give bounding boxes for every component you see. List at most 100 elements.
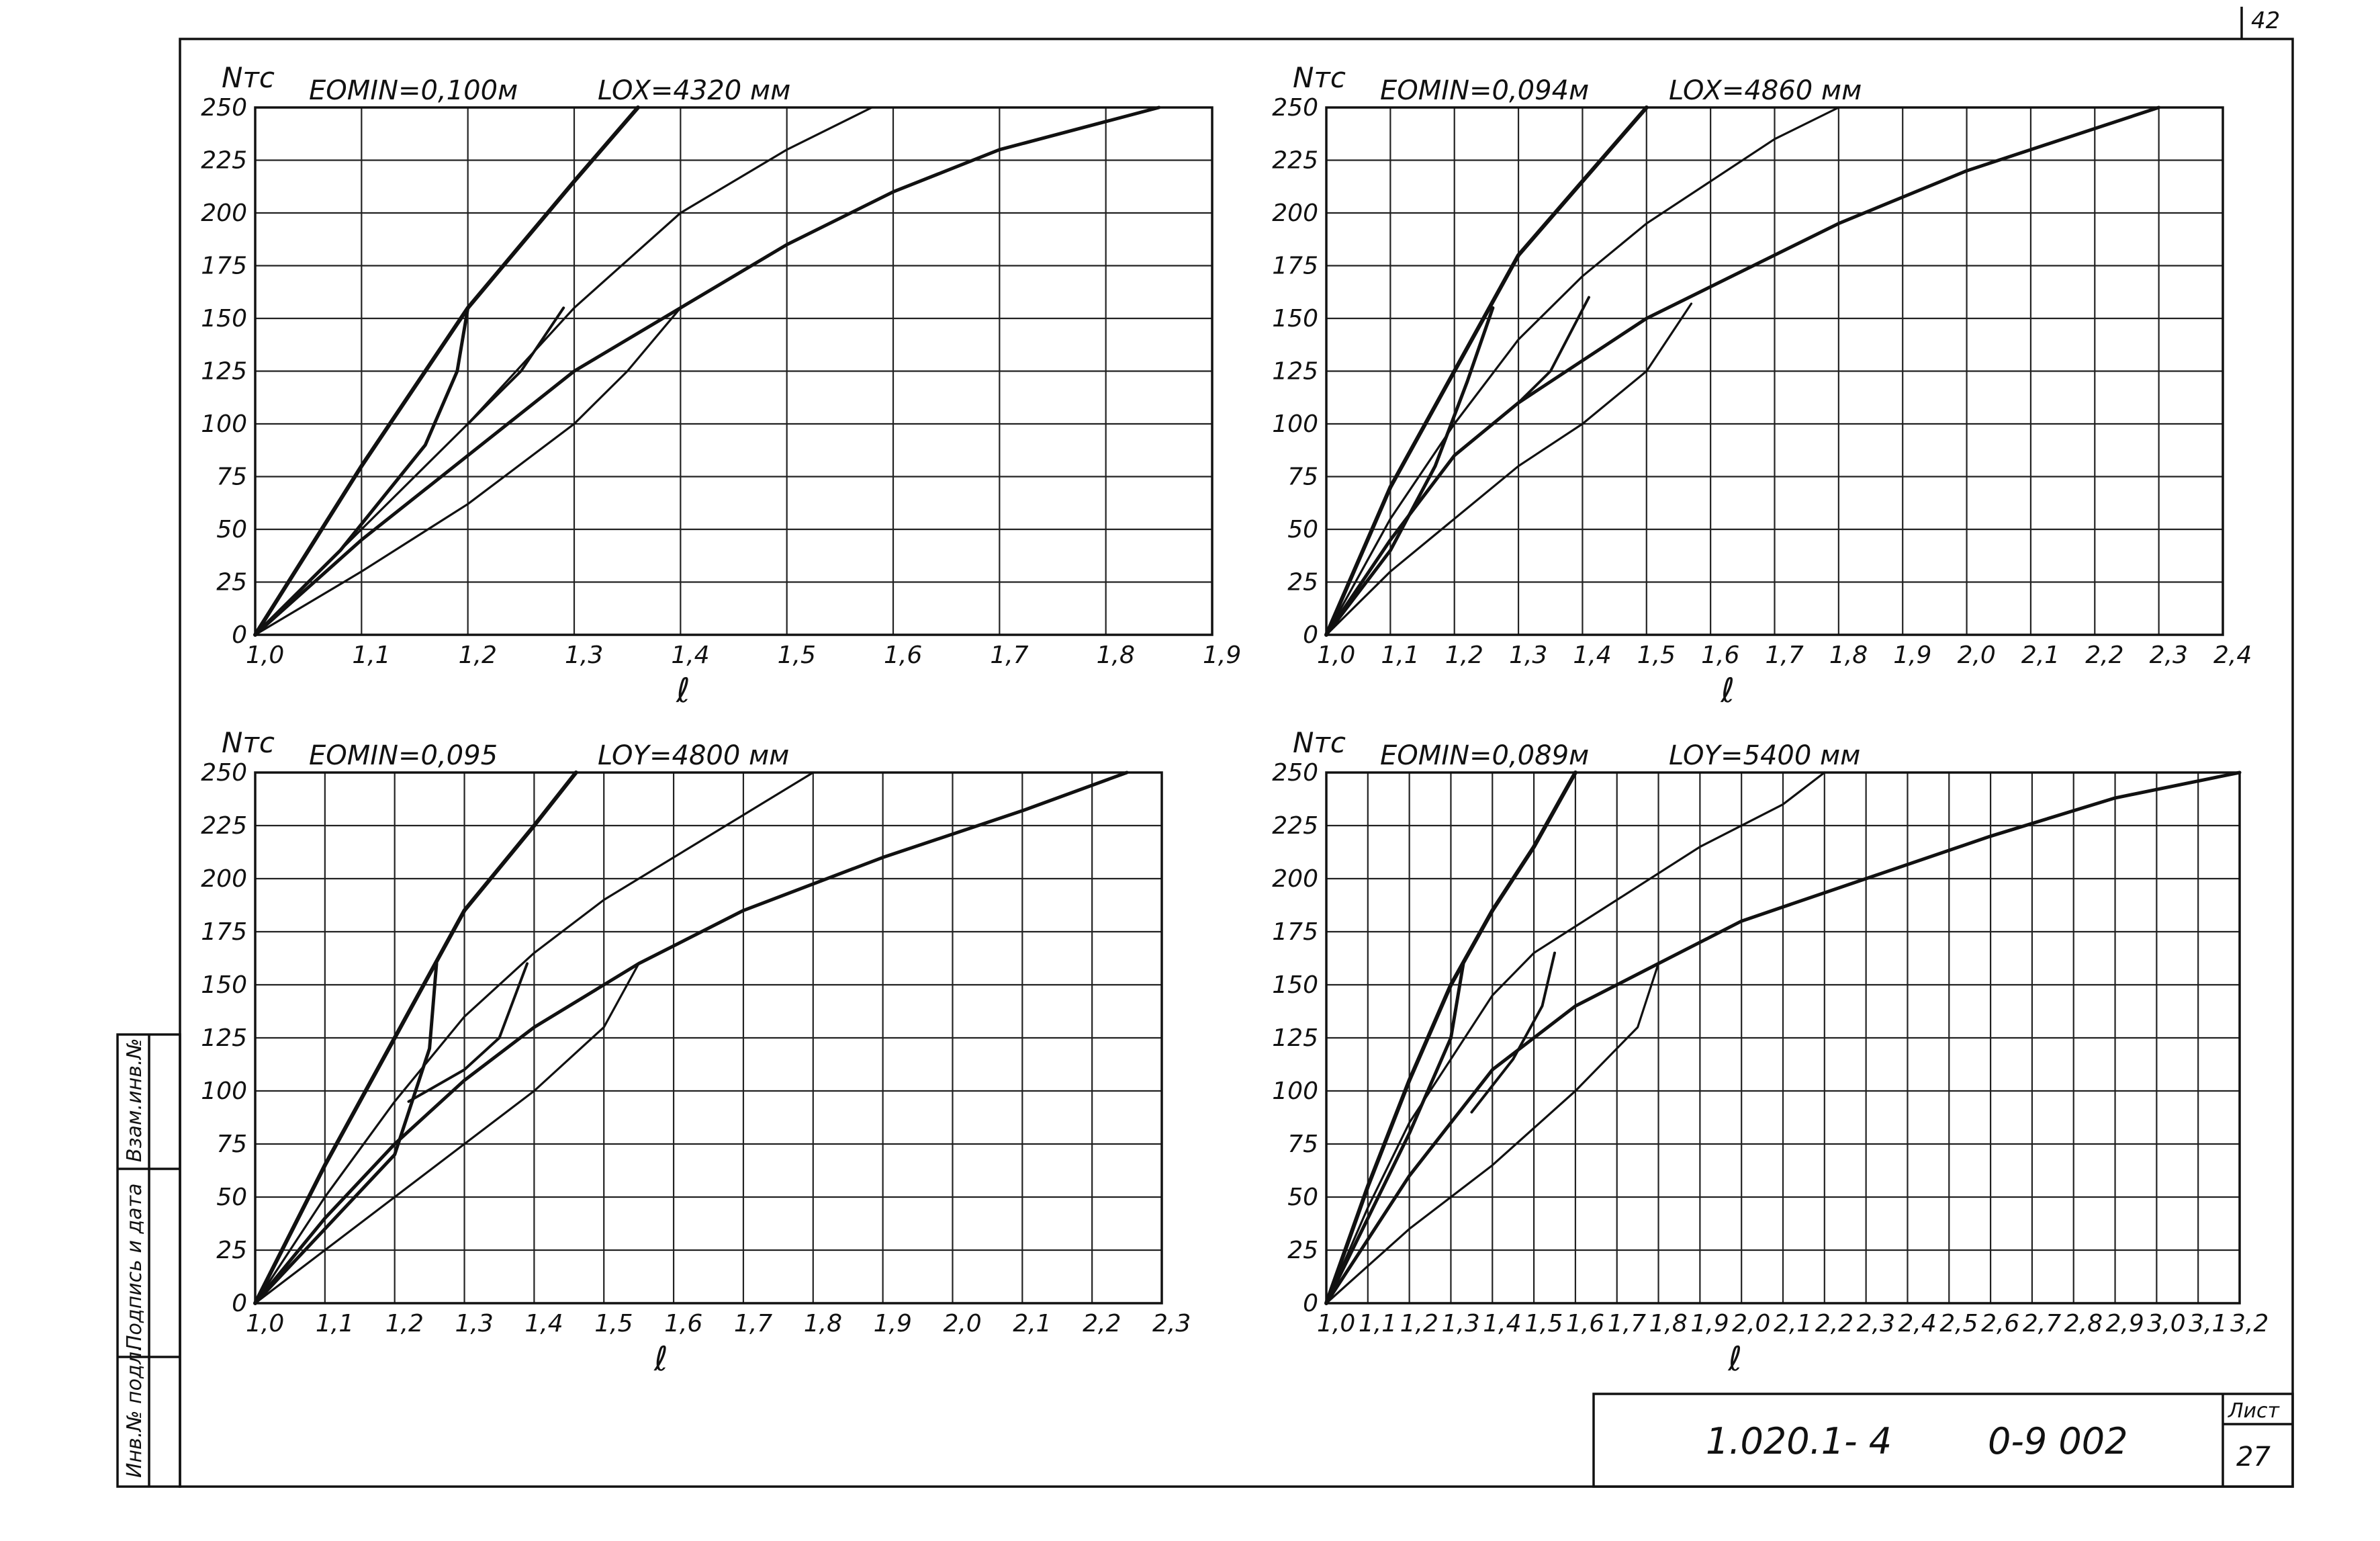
x-tick-label: 2,3 [2150,642,2188,669]
chart-tl: 1,0 1,1 1,2 1,3 1,4 1,5 1,6 1,7 1,8 1,9 0 25 50 75 100… [201,61,1241,710]
x-tick-label: 1,6 [1701,642,1739,669]
y-tick-label: 125 [201,358,247,386]
y-tick-label: 0 [1303,621,1318,649]
y-tick-label: 50 [216,1184,247,1211]
y-tick-label: 225 [201,812,247,840]
x-tick-label: 1,4 [671,642,709,669]
y-tick-label: 200 [201,865,247,893]
chart-br: 1,0 1,1 1,2 1,3 1,4 1,5 1,6 1,7 1,8 1,9 2,0 2,1 2,2 2… [1272,726,2269,1378]
title-sheet-label: Лист [2228,1399,2281,1423]
x-tick-label: 2,0 [943,1310,981,1337]
y-tick-label: 175 [1272,253,1318,280]
margin-label-inv: Инв.№ подл. [123,1346,146,1478]
series-line-1 [253,770,578,1305]
y-tick-label: 150 [1272,305,1318,333]
x-tick-label: 2,1 [1013,1310,1051,1337]
x-tick-label: 2,8 [2064,1310,2103,1337]
x-tick-label: 1,2 [1400,1310,1438,1337]
header-right-label: LOY=4800 мм [598,740,789,771]
x-tick-label: 1,4 [1483,1310,1521,1337]
x-tick-label: 1,5 [778,642,816,669]
x-tick-label: 1,0 [246,1310,284,1337]
y-tick-label: 50 [1287,516,1318,543]
x-tick-label: 1,2 [1445,642,1483,669]
series-line-1 [253,105,640,637]
x-tick-label: 1,0 [1317,642,1355,669]
x-tick-label: 1,4 [1573,642,1611,669]
y-tick-label: 150 [201,971,247,999]
series-line-5 [253,306,470,637]
x-tick-label: 1,6 [664,1310,702,1337]
y-tick-label: 250 [1272,94,1318,122]
y-tick-label: 25 [1287,569,1318,597]
x-tick-label: 1,9 [1203,642,1241,669]
series-line-2 [1325,106,1840,636]
x-tick-label: 1,5 [1637,642,1676,669]
y-tick-label: 125 [1272,358,1318,386]
x-tick-label: 2,3 [1857,1310,1895,1337]
series-line-2 [254,106,873,636]
x-tick-label: 1,9 [1690,1310,1729,1337]
x-tick-label: 1,3 [1441,1310,1479,1337]
y-tick-label: 75 [216,1131,247,1158]
x-tick-label: 1,1 [316,1310,354,1337]
x-tick-label: 2,2 [2085,642,2123,669]
x-axis-label: ℓ [653,1339,668,1378]
x-tick-label: 2,2 [1815,1310,1853,1337]
margin-strip: Инв.№ подл. Подпись и дата Взам.инв.№ [116,1033,181,1488]
y-unit-label: Nтс [1293,61,1346,94]
header-left-label: EOMIN=0,094м [1380,75,1589,106]
y-tick-label: 0 [1303,1290,1318,1317]
x-tick-label: 1,0 [246,642,284,669]
y-tick-label: 225 [201,147,247,175]
y-tick-label: 250 [1272,759,1318,787]
header-left-label: EOMIN=0,100м [309,75,518,106]
x-tick-label: 2,6 [1981,1310,2019,1337]
title-block: 1.020.1- 4 0-9 002 Лист 27 [1592,1393,2294,1488]
series-line-2 [1325,771,1826,1305]
y-tick-label: 250 [201,759,247,787]
y-tick-label: 75 [1287,464,1318,491]
header-right-label: LOX=4320 мм [598,75,790,106]
y-tick-label: 100 [201,410,247,438]
x-tick-label: 1,3 [455,1310,494,1337]
y-tick-label: 150 [201,305,247,333]
y-tick-label: 125 [1272,1024,1318,1052]
x-tick-label: 3,0 [2147,1310,2185,1337]
title-sheet-number: 27 [2236,1442,2271,1472]
x-tick-label: 1,6 [1566,1310,1604,1337]
series-line-2 [254,771,815,1305]
x-axis-label: ℓ [676,671,690,710]
y-unit-label: Nтс [222,61,275,94]
chart-tr-grid [1325,106,2224,636]
series-line-5 [1324,961,1465,1305]
x-tick-label: 2,0 [1958,642,1996,669]
chart-tl-plot-border [254,106,1214,636]
x-tick-label: 2,9 [2106,1310,2144,1337]
margin-label-vzam: Взам.инв.№ [123,1038,146,1162]
y-tick-label: 225 [1272,812,1318,840]
x-tick-label: 2,2 [1083,1310,1121,1337]
y-tick-label: 125 [201,1024,247,1052]
header-right-label: LOY=5400 мм [1669,740,1860,771]
y-unit-label: Nтс [1293,726,1346,759]
y-tick-label: 200 [201,200,247,227]
x-tick-label: 2,1 [1774,1310,1812,1337]
x-tick-label: 1,8 [1097,642,1135,669]
y-tick-label: 25 [216,1237,247,1264]
chart-br-grid [1325,771,2241,1305]
series-line-5 [1324,306,1495,637]
header-right-label: LOX=4860 мм [1669,75,1862,106]
y-tick-label: 0 [232,621,247,649]
x-tick-label: 2,3 [1152,1310,1191,1337]
x-tick-label: 1,1 [1381,642,1419,669]
x-tick-label: 3,2 [2230,1310,2269,1337]
corner-number: 42 [2251,7,2280,34]
y-tick-label: 50 [216,516,247,543]
x-tick-label: 2,4 [1898,1310,1936,1337]
series-line-3 [253,770,1129,1305]
sheet-frame [179,38,2294,1488]
y-tick-label: 75 [1287,1131,1318,1158]
x-tick-label: 1,3 [565,642,603,669]
